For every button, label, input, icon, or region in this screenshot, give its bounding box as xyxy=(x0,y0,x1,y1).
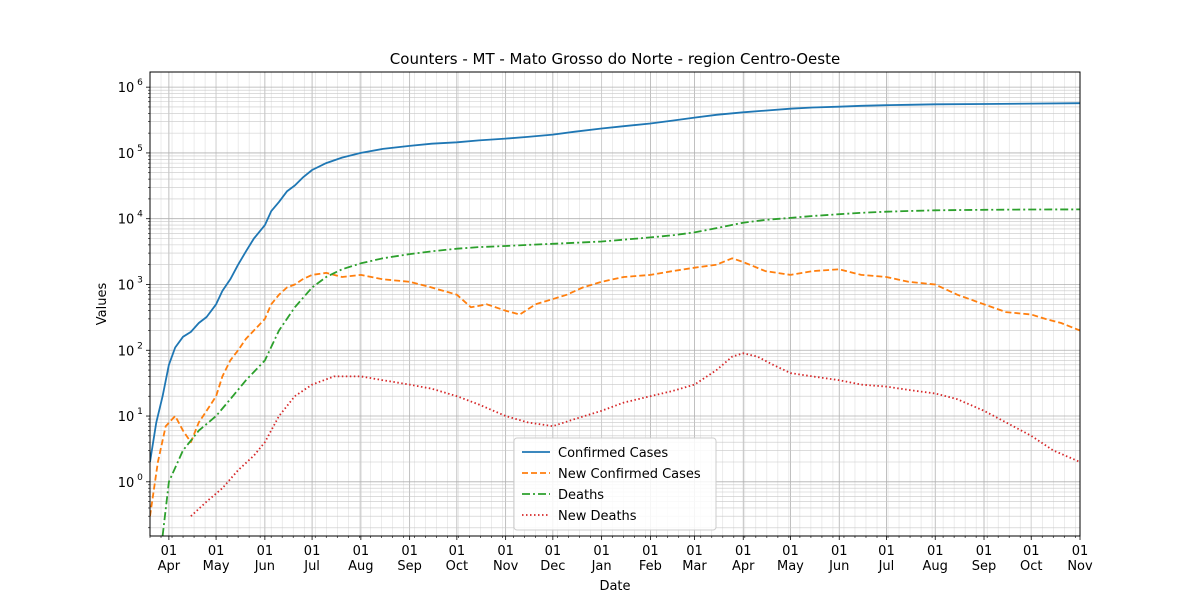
y-tick-exponent: 2 xyxy=(137,341,143,351)
x-tick-month: Jun xyxy=(828,559,849,574)
x-tick-day: 01 xyxy=(593,544,610,559)
legend-box xyxy=(513,437,717,531)
x-tick-month: Apr xyxy=(732,559,755,574)
x-tick-month: May xyxy=(777,559,804,574)
y-axis-label: Values xyxy=(95,283,110,326)
x-axis-label: Date xyxy=(599,579,630,594)
x-tick-month: Sep xyxy=(397,559,422,574)
x-tick-day: 01 xyxy=(831,544,848,559)
x-tick-month: Jun xyxy=(254,559,275,574)
x-tick-day: 01 xyxy=(257,544,274,559)
x-tick-day: 01 xyxy=(1072,544,1089,559)
y-tick-label: 10 xyxy=(118,410,135,425)
x-tick-day: 01 xyxy=(353,544,370,559)
x-tick-month: Aug xyxy=(348,559,373,574)
x-tick-month: Feb xyxy=(639,559,662,574)
x-tick-month: Oct xyxy=(446,559,468,574)
series-layer xyxy=(150,102,1080,536)
x-tick-day: 01 xyxy=(401,544,418,559)
y-tick-label: 10 xyxy=(118,278,135,293)
chart-title: Counters - MT - Mato Grosso do Norte - r… xyxy=(390,50,840,68)
y-tick-exponent: 4 xyxy=(137,210,143,220)
x-tick-month: Jul xyxy=(303,559,320,574)
x-tick-day: 01 xyxy=(878,544,895,559)
y-tick-exponent: 0 xyxy=(137,473,143,483)
x-tick-month: Apr xyxy=(158,559,181,574)
x-tick-month: Dec xyxy=(540,559,565,574)
x-tick-month: Oct xyxy=(1020,559,1042,574)
y-tick-exponent: 3 xyxy=(137,275,143,285)
x-tick-day: 01 xyxy=(545,544,562,559)
y-tick-label: 10 xyxy=(118,344,135,359)
x-tick-month: Jan xyxy=(591,559,612,574)
series-line-deaths xyxy=(161,208,1080,536)
legend-label: Confirmed Cases xyxy=(558,446,668,461)
legend-label: Deaths xyxy=(558,488,604,503)
y-tick-label: 10 xyxy=(118,81,135,96)
legend-label: New Confirmed Cases xyxy=(558,467,701,482)
x-tick-day: 01 xyxy=(497,544,514,559)
x-tick-day: 01 xyxy=(686,544,703,559)
x-tick-day: 01 xyxy=(976,544,993,559)
x-tick-month: Nov xyxy=(493,559,519,574)
legend-label: New Deaths xyxy=(558,509,637,524)
x-tick-day: 01 xyxy=(1023,544,1040,559)
y-tick-label: 10 xyxy=(118,213,135,228)
series-line-new-deaths xyxy=(190,352,1080,517)
y-tick-exponent: 6 xyxy=(137,78,143,88)
y-tick-exponent: 5 xyxy=(137,144,143,154)
x-tick-day: 01 xyxy=(304,544,321,559)
y-tick-exponent: 1 xyxy=(137,407,143,417)
x-tick-month: May xyxy=(203,559,230,574)
x-tick-month: Nov xyxy=(1067,559,1093,574)
x-tick-month: Aug xyxy=(923,559,948,574)
y-tick-label: 10 xyxy=(118,476,135,491)
legend: Confirmed Cases New Confirmed Cases Deaths… xyxy=(513,437,717,531)
x-tick-day: 01 xyxy=(449,544,466,559)
x-tick-month: Sep xyxy=(972,559,997,574)
x-axis-ticks: 01Apr01May01Jun01Jul01Aug01Sep01Oct01Nov… xyxy=(149,536,1093,574)
y-tick-label: 10 xyxy=(118,147,135,162)
series-line-confirmed-cases xyxy=(150,102,1080,463)
x-tick-day: 01 xyxy=(208,544,225,559)
x-tick-day: 01 xyxy=(642,544,659,559)
x-tick-day: 01 xyxy=(927,544,944,559)
x-tick-day: 01 xyxy=(735,544,752,559)
x-tick-day: 01 xyxy=(782,544,799,559)
x-tick-month: Mar xyxy=(682,559,707,574)
x-tick-month: Jul xyxy=(878,559,895,574)
x-tick-day: 01 xyxy=(161,544,178,559)
